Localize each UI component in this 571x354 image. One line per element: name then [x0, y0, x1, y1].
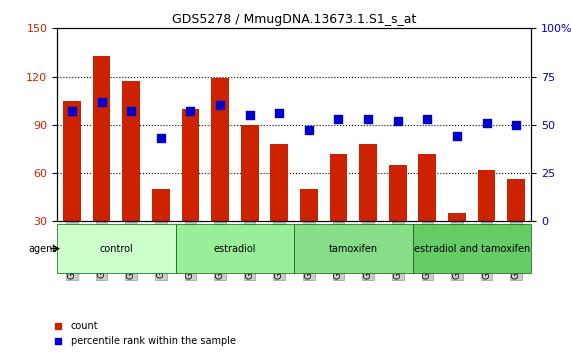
- Point: [393, 118, 403, 124]
- FancyBboxPatch shape: [176, 224, 294, 273]
- Point: [334, 116, 343, 122]
- Bar: [419, 154, 436, 221]
- Point: [452, 133, 461, 139]
- Bar: [389, 165, 407, 221]
- Bar: [152, 189, 170, 221]
- Point: [215, 103, 224, 108]
- Point: [275, 110, 284, 116]
- Bar: [122, 81, 140, 221]
- Point: [482, 120, 491, 126]
- Bar: [271, 144, 288, 221]
- Text: tamoxifen: tamoxifen: [329, 244, 378, 253]
- Point: [67, 108, 77, 114]
- Bar: [182, 109, 199, 221]
- Point: [304, 128, 313, 133]
- Text: agent: agent: [29, 244, 57, 253]
- Point: [423, 116, 432, 122]
- Legend: count, percentile rank within the sample: count, percentile rank within the sample: [51, 319, 239, 349]
- FancyBboxPatch shape: [412, 224, 531, 273]
- Text: estradiol and tamoxifen: estradiol and tamoxifen: [413, 244, 530, 253]
- Text: estradiol: estradiol: [214, 244, 256, 253]
- Point: [512, 122, 521, 127]
- Bar: [300, 189, 317, 221]
- Bar: [241, 125, 259, 221]
- FancyBboxPatch shape: [57, 224, 176, 273]
- Point: [364, 116, 373, 122]
- Text: control: control: [99, 244, 133, 253]
- Bar: [211, 78, 229, 221]
- Bar: [329, 154, 347, 221]
- Bar: [63, 101, 81, 221]
- Bar: [448, 213, 466, 221]
- Point: [97, 99, 106, 104]
- Bar: [359, 144, 377, 221]
- Point: [127, 108, 136, 114]
- Title: GDS5278 / MmugDNA.13673.1.S1_s_at: GDS5278 / MmugDNA.13673.1.S1_s_at: [172, 13, 416, 26]
- Point: [186, 108, 195, 114]
- Bar: [507, 179, 525, 221]
- Point: [156, 135, 166, 141]
- Bar: [478, 170, 496, 221]
- Bar: [93, 56, 110, 221]
- Point: [245, 112, 254, 118]
- FancyBboxPatch shape: [294, 224, 412, 273]
